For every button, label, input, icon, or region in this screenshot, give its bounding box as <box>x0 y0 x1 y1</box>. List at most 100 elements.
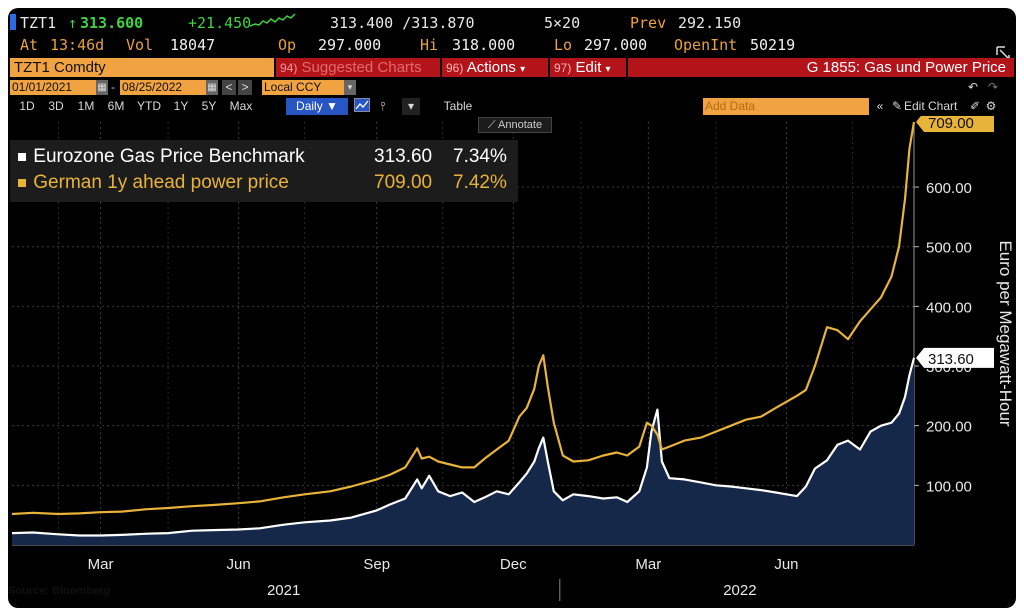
legend-gas-value: 313.60 <box>374 146 433 167</box>
last-value-tag-gas-box <box>916 347 994 368</box>
bid-ask-size: 5×20 <box>544 14 581 32</box>
legend-item-power: German 1y ahead power price <box>18 172 289 194</box>
vol-label: Vol <box>126 36 154 54</box>
suggested-charts-button[interactable]: 94) Suggested Charts <box>276 58 440 77</box>
legend-power-change: 7.42% <box>453 172 507 193</box>
x-tick-label: Sep <box>363 556 390 573</box>
terminal-window: TZT1 ↑ 313.600 +21.450 313.400 /313.870 … <box>8 8 1016 608</box>
edit-num: 97) <box>554 61 572 75</box>
suggested-label: Suggested Charts <box>301 59 422 76</box>
legend-swatch-power <box>18 178 26 187</box>
settings-edit-icon[interactable]: ✐ <box>969 99 981 113</box>
source-note: Source: Bloomberg <box>8 585 111 597</box>
start-date-field[interactable]: 01/01/2021 <box>10 80 96 95</box>
series-line-power <box>11 121 916 516</box>
sparkline-icon <box>250 13 296 27</box>
legend-swatch-gas <box>18 152 26 161</box>
edit-caret-icon: ▾ <box>605 64 611 75</box>
period-button-6m[interactable]: 6M <box>107 99 125 113</box>
edit-chart-button[interactable]: Edit Chart <box>904 99 958 113</box>
chart-type-caret-icon[interactable]: ▾ <box>402 98 420 115</box>
period-button-1y[interactable]: 1Y <box>173 99 189 113</box>
suggested-num: 94) <box>280 61 298 75</box>
last-value-tag-power-box <box>916 116 994 132</box>
y-axis-label: Euro per Megawatt-Hour <box>996 240 1015 426</box>
hi-label: Hi <box>420 36 439 54</box>
bid-ask: 313.400 /313.870 <box>330 14 475 32</box>
last-price: 313.600 <box>80 14 144 32</box>
actions-menu[interactable]: 96) Actions ▾ <box>442 58 548 77</box>
up-arrow-icon: ↑ <box>68 14 78 32</box>
collapse-icon[interactable]: « <box>876 99 884 113</box>
edit-label: Edit <box>575 59 602 76</box>
actions-label: Actions <box>466 59 516 76</box>
undo-icon[interactable]: ↶ <box>967 80 979 94</box>
annotate-button[interactable]: ⟋ Annotate <box>478 117 552 133</box>
quote-accent-bar <box>10 14 16 30</box>
security-field[interactable]: TZT1 Comdty <box>10 58 274 77</box>
period-button-max[interactable]: Max <box>229 99 253 113</box>
legend-gas-change: 7.34% <box>453 146 507 167</box>
y-tick-label: 400.00 <box>926 299 972 316</box>
lo-label: Lo <box>554 36 573 54</box>
y-tick-label: 500.00 <box>926 240 972 257</box>
period-button-ytd[interactable]: YTD <box>137 99 161 113</box>
pencil-icon[interactable]: ✎ <box>891 99 903 113</box>
actions-caret-icon: ▾ <box>520 64 526 75</box>
bar-chart-icon[interactable]: ⫯ <box>380 99 386 113</box>
series-area-gas <box>12 357 914 545</box>
legend-gas-name: Eurozone Gas Price Benchmark <box>33 146 305 167</box>
at-time: 13:46d <box>50 36 105 54</box>
period-button-1m[interactable]: 1M <box>77 99 95 113</box>
legend-power-name: German 1y ahead power price <box>33 172 289 193</box>
ticker-symbol: TZT1 <box>20 14 57 32</box>
gear-icon[interactable]: ⚙ <box>985 99 997 113</box>
hi-value: 318.000 <box>452 36 516 54</box>
x-tick-label: Mar <box>88 556 114 573</box>
prev-label: Prev <box>630 14 667 32</box>
period-button-5y[interactable]: 5Y <box>201 99 217 113</box>
date-dash: - <box>111 80 115 94</box>
y-tick-label: 100.00 <box>926 478 972 495</box>
annotate-pencil-icon: ⟋ <box>487 119 499 131</box>
legend-power-value: 709.00 <box>374 172 433 193</box>
chart-name-bar: G 1855: Gas und Power Price <box>628 58 1014 77</box>
chart-name: G 1855: Gas und Power Price <box>806 59 1006 76</box>
openint-label: OpenInt <box>674 36 738 54</box>
prev-range-icon[interactable]: < <box>222 80 236 95</box>
x-tick-label: Jun <box>227 556 251 573</box>
x-year-label: 2022 <box>723 582 756 599</box>
price-change: +21.450 <box>188 14 252 32</box>
end-calendar-icon[interactable]: ▦ <box>206 80 218 95</box>
next-range-icon[interactable]: > <box>238 80 252 95</box>
edit-menu[interactable]: 97) Edit ▾ <box>550 58 626 77</box>
end-date-field[interactable]: 08/25/2022 <box>120 80 206 95</box>
lo-value: 297.000 <box>584 36 648 54</box>
add-data-input[interactable]: Add Data <box>703 98 869 115</box>
vol-value: 18047 <box>170 36 216 54</box>
redo-icon[interactable]: ↷ <box>987 80 999 94</box>
y-tick-label: 600.00 <box>926 180 972 197</box>
x-tick-label: Mar <box>635 556 661 573</box>
last-value-tag-power-label: 709.00 <box>928 116 974 132</box>
actions-num: 96) <box>446 61 464 75</box>
x-tick-label: Dec <box>500 556 527 573</box>
currency-select[interactable]: Local CCY <box>262 80 344 95</box>
open-value: 297.000 <box>318 36 382 54</box>
period-button-1d[interactable]: 1D <box>19 99 35 113</box>
line-chart-icon[interactable] <box>352 98 372 115</box>
y-tick-label: 200.00 <box>926 419 972 436</box>
start-calendar-icon[interactable]: ▦ <box>96 80 108 95</box>
expand-icon[interactable] <box>996 46 1010 60</box>
period-button-3d[interactable]: 3D <box>48 99 64 113</box>
series-line-gas <box>11 357 916 537</box>
x-tick-label: Jun <box>774 556 798 573</box>
legend-box <box>10 140 518 202</box>
currency-caret-icon[interactable]: ▾ <box>344 80 356 95</box>
openint-value: 50219 <box>750 36 796 54</box>
prev-value: 292.150 <box>678 14 742 32</box>
frequency-select[interactable]: Daily ▼ <box>286 98 348 115</box>
table-button[interactable]: Table <box>443 99 473 113</box>
legend-item-gas: Eurozone Gas Price Benchmark <box>18 146 305 168</box>
annotate-label: Annotate <box>498 119 543 131</box>
